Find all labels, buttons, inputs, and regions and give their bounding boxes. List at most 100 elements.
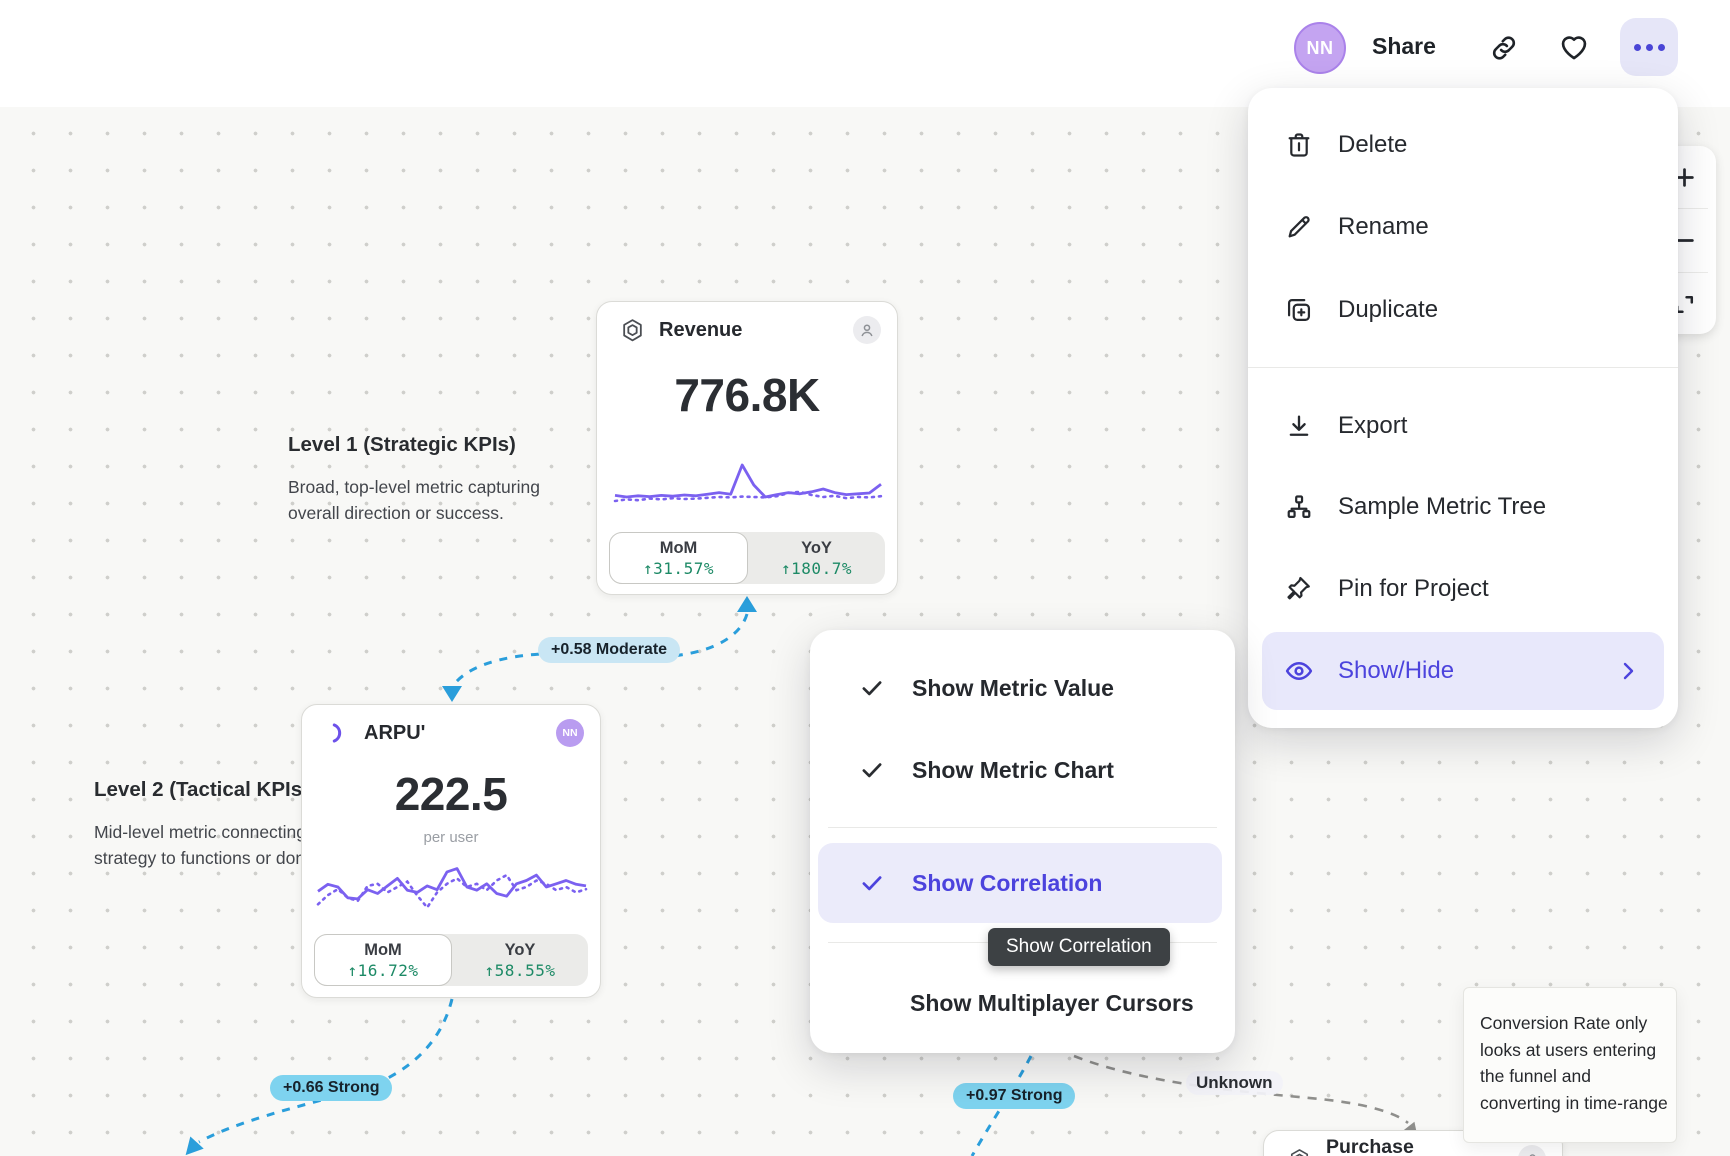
card-title: Purchase Conversion R... [1326,1136,1414,1156]
menu-item-label: Show Multiplayer Cursors [910,989,1194,1016]
mom-value: ↑16.72% [347,960,419,980]
menu-item-export[interactable]: Export [1270,401,1656,451]
menu-item-label: Rename [1338,213,1429,240]
card-title: ARPU' [364,721,426,744]
metric-tree-icon [1284,492,1314,522]
fit-view-icon [1675,295,1693,313]
metric-unit: per user [423,829,479,846]
mom-tab[interactable]: MoM ↑31.57% [609,532,748,584]
zoom-in-button[interactable] [1652,146,1716,208]
trash-icon [1284,130,1314,160]
level1-desc-line2: overall direction or success. [288,503,504,523]
menu-item-show-metric-chart[interactable]: Show Metric Chart [836,745,1209,795]
collaborator-avatar-icon [853,316,881,344]
correlation-badge-moderate: +0.58 Moderate [538,637,681,663]
menu-item-duplicate[interactable]: Duplicate [1270,285,1656,335]
favorite-button[interactable] [1557,30,1591,64]
mom-label: MoM [364,940,402,959]
export-icon [1284,411,1314,441]
check-icon [858,756,886,784]
check-icon [858,869,886,897]
menu-item-show-correlation[interactable]: Show Correlation [818,843,1222,923]
edge-arrow-down [442,686,462,702]
link-icon [1499,36,1516,54]
menu-item-show-multiplayer-cursors[interactable]: Show Multiplayer Cursors [836,978,1209,1028]
level2-desc-line1: Mid-level metric connecting [94,822,307,842]
menu-item-sample-metric-tree[interactable]: Sample Metric Tree [1270,482,1656,532]
conversion-note-tooltip: Conversion Rate only looks at users ente… [1463,987,1677,1143]
edge-arrow-sw [185,1136,204,1156]
yoy-label: YoY [801,538,832,557]
menu-item-label: Pin for Project [1338,575,1489,602]
user-avatar[interactable]: NN [1294,22,1346,74]
duplicate-icon [1284,295,1314,325]
chevron-right-icon [1616,659,1640,683]
menu-item-rename[interactable]: Rename [1270,202,1656,252]
yoy-value: ↑180.7% [781,558,852,578]
menu-item-label: Show Correlation [912,869,1103,896]
zoom-out-button[interactable] [1652,209,1716,271]
revenue-sparkline [613,463,883,503]
menu-divider [1248,367,1678,368]
level1-annotation: Level 1 (Strategic KPIs) Broad, top-leve… [288,433,540,526]
level2-annotation: Level 2 (Tactical KPIs) Mid-level metric… [94,778,347,871]
eye-icon [1284,656,1314,686]
share-button[interactable]: Share [1372,33,1436,59]
hexagon-badge-icon [1284,1144,1314,1156]
menu-item-delete[interactable]: Delete [1270,120,1656,170]
menu-divider [828,827,1217,828]
edge-unknown [1073,1054,1409,1125]
menu-item-show-hide[interactable]: Show/Hide [1262,632,1664,710]
note-line3: the funnel and [1480,1066,1591,1086]
show-correlation-tooltip: Show Correlation [988,928,1170,966]
card-title: Revenue [659,318,743,341]
hexagon-badge-icon [617,315,647,345]
collaborator-avatar-icon [1518,1145,1546,1156]
pencil-icon [1284,212,1314,242]
ellipsis-icon [1633,43,1641,51]
menu-item-label: Sample Metric Tree [1338,493,1547,520]
more-options-button[interactable] [1620,18,1678,76]
menu-item-pin-for-project[interactable]: Pin for Project [1270,564,1656,614]
metric-value: 776.8K [674,369,820,421]
edge-arpu-down [198,998,454,1144]
edge-arrow-up [737,596,757,612]
menu-item-label: Show Metric Chart [912,756,1114,783]
mom-value: ↑31.57% [643,558,714,578]
correlation-badge-strong-097: +0.97 Strong [953,1083,1076,1109]
yoy-tab[interactable]: YoY ↑58.55% [452,934,588,986]
menu-item-label: Export [1338,412,1408,439]
yoy-value: ↑58.55% [484,960,556,980]
yoy-label: YoY [504,940,536,959]
heart-icon [1561,36,1587,60]
show-hide-submenu: Show Metric Value Show Metric Chart Show… [810,630,1235,1053]
arc-metric-icon [322,718,352,748]
comparison-toggle: MoM ↑31.57% YoY ↑180.7% [609,532,885,584]
comparison-toggle: MoM ↑16.72% YoY ↑58.55% [314,934,588,986]
yoy-tab[interactable]: YoY ↑180.7% [748,532,885,584]
arpu-sparkline [316,867,588,910]
pin-icon [1284,574,1314,604]
note-line1: Conversion Rate only [1480,1013,1648,1033]
metric-value: 222.5 [394,768,508,820]
plus-icon [1674,167,1694,187]
level1-desc-line1: Broad, top-level metric capturing [288,477,540,497]
mom-label: MoM [659,538,698,557]
note-line2: looks at users entering [1480,1039,1657,1060]
menu-item-label: Show/Hide [1338,657,1455,684]
more-options-menu: Delete Rename Duplicate [1248,88,1678,728]
menu-item-label: Duplicate [1338,296,1439,323]
copy-link-button[interactable] [1487,31,1521,65]
level2-desc-line2: strategy to functions or domains. [94,848,347,868]
menu-item-label: Show Metric Value [912,674,1114,701]
metric-card-arpu[interactable]: ARPU' NN 222.5 per user MoM ↑16.72% YoY … [301,704,601,998]
metric-card-revenue[interactable]: Revenue 776.8K MoM ↑31.57% YoY ↑180.7% [596,301,898,595]
menu-item-show-metric-value[interactable]: Show Metric Value [836,663,1209,713]
level1-title: Level 1 (Strategic KPIs) [288,433,516,456]
mom-tab[interactable]: MoM ↑16.72% [314,934,452,986]
collaborator-avatar-nn: NN [556,719,584,747]
correlation-badge-unknown: Unknown [1186,1071,1283,1095]
menu-item-label: Delete [1338,131,1408,158]
correlation-badge-strong-066: +0.66 Strong [270,1075,393,1101]
